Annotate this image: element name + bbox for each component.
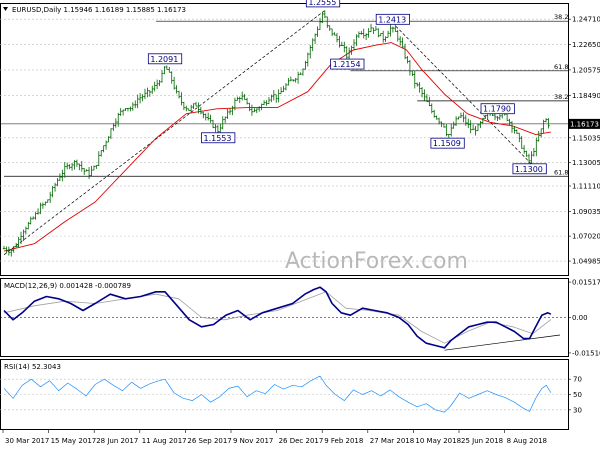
x-tick-label: 25 Jun 2018 (461, 437, 503, 445)
annotation-box (375, 13, 410, 25)
annotation-box (147, 53, 183, 65)
x-tick-label: 9 Feb 2018 (324, 437, 363, 445)
x-tick-label: 30 Mar 2017 (5, 437, 49, 445)
price-grid (0, 18, 568, 262)
macd-y-tick-label: 0.015176 (572, 279, 600, 287)
fib-level-label: 38.2 (554, 13, 568, 21)
price-panel: 1.24710 1.22650 1.20575 1.18490 1.15035 1.130… (0, 0, 600, 276)
annotation-label: 1.2555 (308, 0, 336, 7)
x-tick-label: 11 Aug 2017 (142, 437, 187, 445)
x-tick-label: 26 Dec 2017 (279, 437, 324, 445)
x-tick-label: 27 Mar 2018 (370, 437, 414, 445)
macd-y-tick-label: 0.00 (572, 314, 588, 322)
watermark: ActionForex.com (285, 249, 468, 274)
annotation-label: 1.2091 (150, 55, 178, 64)
macd-signal-polyline (3, 291, 552, 344)
chart-menu-icon[interactable] (3, 7, 8, 11)
fib-level-label: 61.8 (554, 63, 568, 71)
price-annotations: 1.2555 1.2413 1.2154 1.2091 1.1553 1.1509 1.17… (147, 0, 547, 175)
x-tick-label: 10 May 2018 (415, 437, 461, 445)
price-y-tick-label: 1.15035 (572, 134, 600, 142)
macd-trendline (444, 334, 561, 351)
x-tick-label: 8 Aug 2018 (507, 437, 547, 445)
price-y-tick-label: 1.18490 (572, 92, 600, 100)
fibonacci-levels: 38.2 61.8 38.2 61.8 (4, 13, 568, 177)
annotation-box (305, 0, 341, 8)
macd-signal-line (3, 291, 552, 344)
price-y-tick-label: 1.13005 (572, 159, 600, 167)
fib-level-label: 38.2 (554, 93, 568, 101)
rsi-line (3, 375, 552, 413)
annotation-label: 1.1509 (433, 139, 461, 148)
price-y-ticks: 1.24710 1.22650 1.20575 1.18490 1.15035 1.130… (568, 16, 600, 266)
macd-panel: 0.015176 0.00 -0.015109 MACD(12,26,9) 0.00… (0, 278, 600, 357)
trendlines (0, 9, 568, 256)
ma-polyline (3, 42, 551, 252)
x-tick-label: 28 Jun 2017 (96, 437, 138, 445)
macd-y-tick-label: -0.015109 (572, 349, 600, 357)
macd-panel-title: MACD(12,26,9) 0.001428 -0.000789 (4, 282, 131, 290)
fib-level-label: 61.8 (554, 168, 568, 176)
annotation-label: 1.1790 (483, 105, 511, 114)
annotation-label: 1.2154 (333, 60, 361, 69)
price-y-tick-label: 1.20575 (572, 66, 600, 74)
annotation-box (430, 137, 465, 149)
rsi-y-tick-label: 50 (573, 391, 582, 399)
price-panel-title: EURUSD,Daily 1.15946 1.16189 1.15885 1.1… (12, 6, 186, 14)
macd-trendline-line (444, 334, 561, 351)
macd-polyline (3, 286, 552, 349)
price-trendline (3, 9, 327, 256)
price-trendline (395, 26, 533, 166)
rsi-polyline (3, 375, 552, 413)
x-tick-label: 26 Sep 2017 (187, 437, 231, 445)
price-y-tick-label: 1.04985 (572, 258, 600, 266)
annotation-box (330, 58, 365, 70)
price-y-tick-label: 1.09035 (572, 208, 600, 216)
rsi-panel: 70 50 30 RSI(14) 52.3043 (0, 359, 582, 430)
x-tick-label: 15 May 2017 (51, 437, 97, 445)
annotation-label: 1.1300 (515, 165, 543, 174)
rsi-panel-title: RSI(14) 52.3043 (4, 363, 61, 371)
price-bars (2, 10, 550, 257)
macd-line (3, 286, 552, 349)
rsi-y-tick-label: 30 (573, 406, 582, 414)
moving-average-line (3, 42, 551, 252)
rsi-y-ticks: 70 50 30 (568, 376, 582, 414)
annotation-box (201, 132, 236, 144)
annotation-box (512, 163, 547, 175)
rsi-y-tick-label: 70 (573, 376, 582, 384)
last-price-box (568, 118, 600, 129)
price-y-tick-label: 1.07020 (572, 233, 600, 241)
x-axis: 30 Mar 2017 15 May 2017 28 Jun 2017 11 Aug … (2, 429, 547, 445)
price-panel-frame (0, 3, 569, 276)
annotation-label: 1.2413 (378, 15, 406, 24)
rsi-grid (0, 378, 568, 411)
watermark-group: ActionForex.com (285, 249, 468, 274)
macd-y-ticks: 0.015176 0.00 -0.015109 (568, 279, 600, 357)
price-y-tick-label: 1.24710 (572, 16, 600, 24)
price-y-tick-label: 1.11110 (572, 182, 600, 190)
price-y-tick-label: 1.22650 (572, 41, 600, 49)
last-price-tag: 1.16173 (568, 118, 600, 129)
annotation-label: 1.1553 (203, 134, 231, 143)
x-tick-label: 9 Nov 2017 (233, 437, 273, 445)
last-price-label: 1.16173 (570, 120, 599, 128)
annotation-box (480, 103, 515, 115)
